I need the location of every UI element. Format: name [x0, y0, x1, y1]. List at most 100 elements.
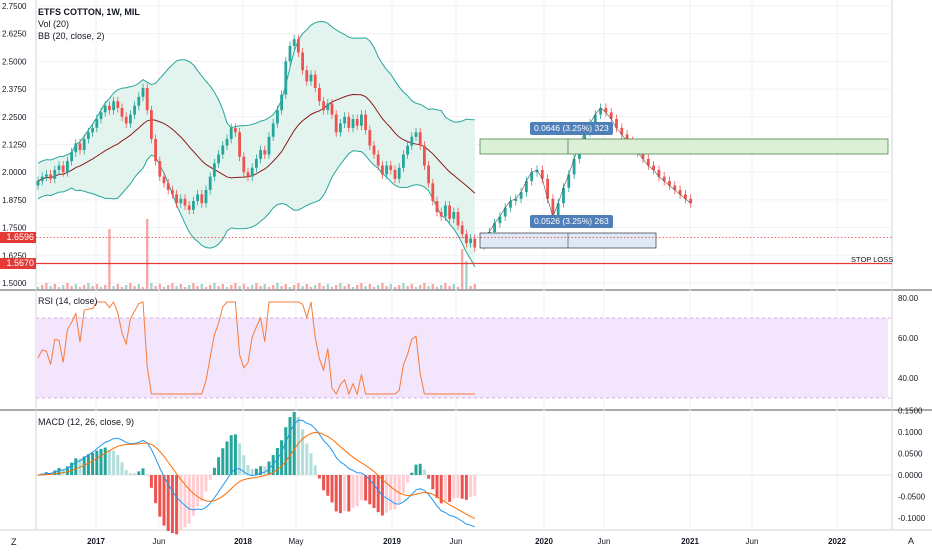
volume-bar	[469, 286, 472, 289]
candle-body	[456, 212, 460, 226]
volume-bar	[62, 285, 65, 289]
macd-histogram-bar	[296, 416, 300, 475]
candle-body	[221, 145, 225, 155]
volume-bar	[423, 283, 426, 289]
price-tick-label: 1.7500	[2, 224, 27, 233]
macd-histogram-bar	[473, 475, 477, 496]
volume-bar	[267, 287, 271, 289]
macd-histogram-bar	[418, 463, 422, 475]
candle-body	[673, 185, 677, 190]
volume-bar	[188, 285, 191, 289]
bollinger-lower-band	[37, 150, 476, 267]
macd-histogram-bar	[347, 475, 351, 512]
volume-bar	[389, 284, 392, 289]
timezone-button[interactable]: Z	[11, 537, 17, 547]
candle-body	[280, 94, 283, 111]
macd-histogram-bar	[86, 454, 90, 475]
macd-histogram-bar	[305, 443, 309, 475]
macd-histogram-bar	[376, 475, 380, 513]
volume-bar	[452, 284, 455, 289]
price-tick-label: 2.2500	[2, 113, 27, 122]
candle-body	[276, 110, 279, 124]
volume-bar	[179, 284, 182, 289]
macd-histogram-bar	[242, 455, 246, 475]
candle-body	[546, 178, 549, 199]
macd-histogram-bar	[401, 475, 405, 494]
volume-bar	[141, 287, 145, 289]
candle-body	[620, 127, 624, 135]
candle-body	[540, 169, 544, 179]
volume-bar	[192, 283, 195, 289]
macd-histogram-bar	[393, 475, 397, 510]
candle-body	[615, 119, 618, 128]
candle-body	[355, 119, 359, 126]
candle-body	[141, 87, 145, 97]
macd-histogram-bar	[443, 475, 447, 502]
volume-bar	[402, 283, 405, 289]
macd-histogram-bar	[301, 429, 305, 475]
volume-bar	[339, 283, 342, 289]
candle-body	[284, 61, 288, 95]
volume-bar	[171, 283, 174, 289]
macd-histogram-bar	[254, 468, 258, 475]
volume-bar	[335, 285, 338, 289]
candle-body	[158, 161, 162, 177]
macd-histogram-bar	[280, 440, 284, 475]
volume-bar	[146, 219, 149, 289]
candle-body	[364, 114, 367, 131]
macd-histogram-bar	[141, 468, 145, 475]
candle-body	[74, 143, 78, 153]
candle-body	[684, 194, 687, 199]
volume-bar	[196, 286, 199, 289]
volume-bar	[263, 284, 266, 289]
macd-histogram-bar	[166, 475, 170, 532]
volume-bar	[272, 285, 275, 289]
macd-tick-label: -0.0500	[898, 493, 926, 502]
candle-body	[347, 116, 351, 128]
volume-bar	[414, 287, 418, 289]
candle-body	[381, 165, 384, 175]
candle-body	[572, 158, 576, 175]
candle-body	[246, 172, 250, 177]
time-tick-label: 2017	[87, 537, 105, 546]
macd-histogram-bar	[322, 475, 326, 491]
macd-histogram-bar	[200, 475, 204, 501]
candle-body	[657, 169, 661, 177]
volume-bar	[385, 286, 388, 289]
macd-histogram-bar	[225, 441, 229, 475]
volume-bar	[297, 283, 300, 289]
macd-histogram-bar	[162, 475, 166, 526]
candle-body	[78, 143, 82, 151]
candle-body	[36, 181, 40, 186]
price-tick-label: 1.8750	[2, 196, 27, 205]
candle-body	[133, 105, 136, 115]
volume-bar	[440, 285, 443, 289]
auto-scale-button[interactable]: A	[908, 536, 915, 546]
volume-bar	[217, 286, 220, 289]
candle-body	[385, 165, 388, 175]
price-tick-label: 2.3750	[2, 85, 27, 94]
macd-histogram-bar	[372, 475, 376, 509]
volume-bar	[381, 283, 384, 289]
candle-body	[460, 225, 464, 235]
current-price-label: 1.6596	[0, 232, 36, 243]
macd-histogram-bar	[288, 416, 292, 475]
macd-histogram-bar	[187, 475, 191, 524]
volume-bar	[36, 287, 40, 289]
candle-body	[431, 183, 435, 202]
macd-histogram-bar	[154, 475, 158, 504]
volume-bar	[276, 283, 279, 289]
volume-bar	[309, 287, 313, 289]
candle-body	[465, 234, 468, 244]
candle-body	[112, 101, 115, 111]
volume-bar	[314, 285, 317, 289]
volume-bar	[377, 285, 380, 289]
symbol-legend: ETFS COTTON, 1W, MIL	[38, 7, 140, 17]
volume-bar	[204, 287, 208, 289]
candle-body	[641, 152, 645, 159]
volume-bar	[473, 284, 476, 289]
bollinger-upper-band	[37, 20, 475, 164]
candle-body	[95, 119, 99, 128]
